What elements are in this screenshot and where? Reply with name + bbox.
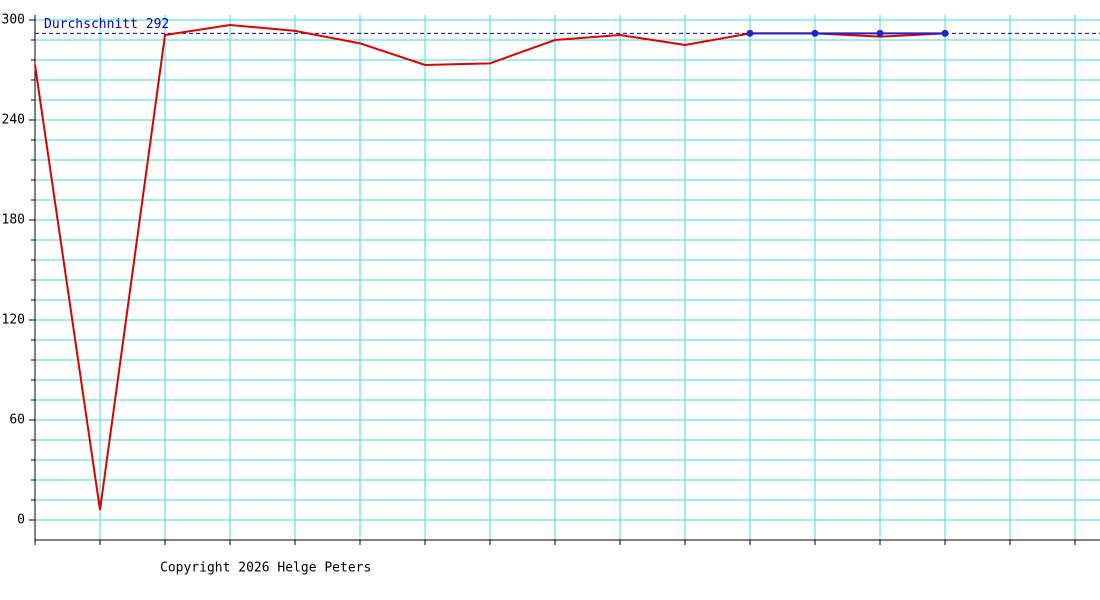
point [746,29,754,37]
y-tick-label: 240 [2,113,25,128]
y-tick-label: 300 [2,13,25,28]
point [811,29,819,37]
y-tick-label: 0 [17,513,25,528]
copyright: Copyright 2026 Helge Peters [160,561,371,576]
average-label: Durchschnitt 292 [44,17,169,32]
y-tick-label: 120 [2,313,25,328]
y-tick-label: 180 [2,213,25,228]
point [941,29,949,37]
point [876,29,884,37]
y-tick-label: 60 [9,413,25,428]
